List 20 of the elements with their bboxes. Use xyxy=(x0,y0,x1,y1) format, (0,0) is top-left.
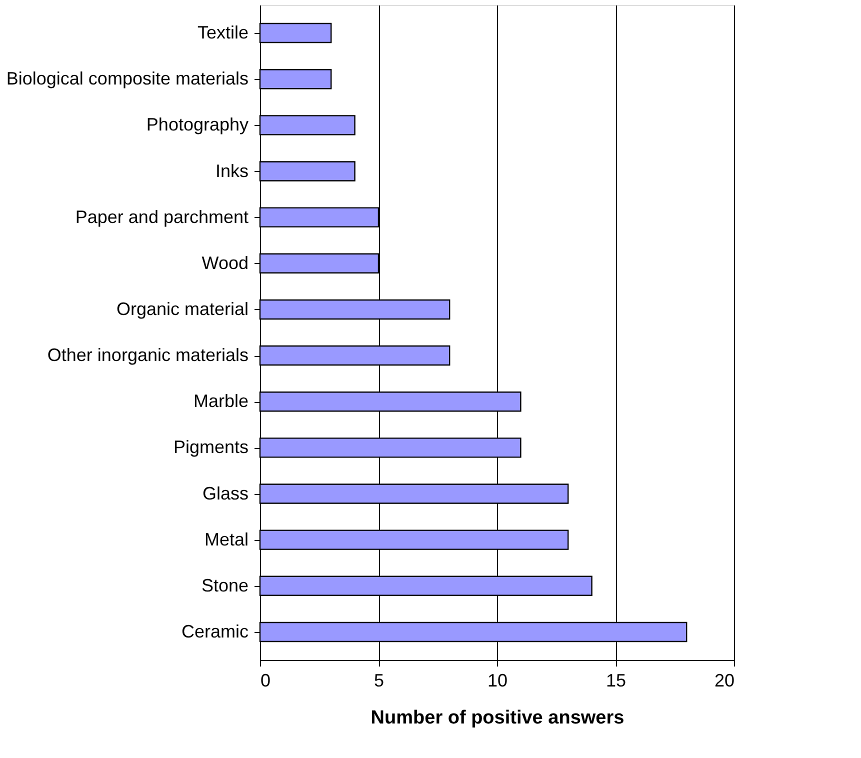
y-tick-label: Biological composite materials xyxy=(6,68,248,89)
y-tick-label: Textile xyxy=(197,22,248,43)
y-tick-label: Stone xyxy=(201,575,248,596)
y-tick-label: Organic material xyxy=(116,298,248,319)
x-axis-title: Number of positive answers xyxy=(370,708,624,728)
y-tick-label: Inks xyxy=(215,160,248,181)
y-tick-label: Wood xyxy=(202,252,248,273)
x-tick-label: 5 xyxy=(374,670,384,690)
y-tick-label: Pigments xyxy=(173,437,248,458)
y-tick-label: Glass xyxy=(202,483,248,504)
y-tick-label: Photography xyxy=(146,114,248,135)
y-tick-label: Marble xyxy=(193,391,248,412)
x-tick-label: 15 xyxy=(606,670,626,690)
y-tick-label: Other inorganic materials xyxy=(47,345,248,366)
x-tick-label: 10 xyxy=(487,670,508,690)
x-tick-label: 20 xyxy=(714,670,734,690)
y-tick-label: Ceramic xyxy=(181,621,248,642)
y-tick-label: Metal xyxy=(204,529,248,550)
x-tick-label: 0 xyxy=(260,670,271,690)
y-tick-label: Paper and parchment xyxy=(75,206,248,227)
